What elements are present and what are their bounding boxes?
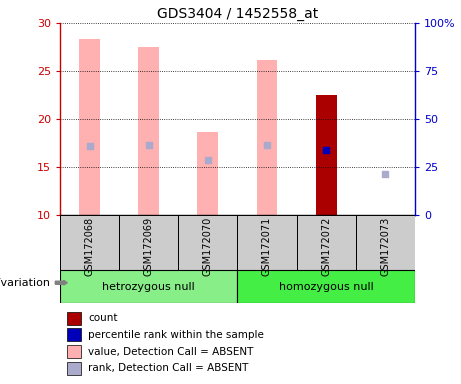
Point bbox=[86, 143, 93, 149]
Bar bbox=[356, 215, 415, 270]
Text: GSM172070: GSM172070 bbox=[203, 217, 213, 276]
Text: homozygous null: homozygous null bbox=[279, 281, 373, 291]
Title: GDS3404 / 1452558_at: GDS3404 / 1452558_at bbox=[157, 7, 318, 21]
Bar bbox=[60, 270, 237, 303]
Bar bbox=[67, 345, 81, 358]
Text: GSM172069: GSM172069 bbox=[144, 217, 154, 276]
Text: GSM172073: GSM172073 bbox=[380, 217, 390, 276]
Bar bbox=[79, 39, 100, 215]
Text: GSM172072: GSM172072 bbox=[321, 217, 331, 276]
Text: hetrozygous null: hetrozygous null bbox=[102, 281, 195, 291]
Bar bbox=[119, 215, 178, 270]
Bar bbox=[67, 311, 81, 325]
Text: value, Detection Call = ABSENT: value, Detection Call = ABSENT bbox=[89, 347, 254, 357]
Bar bbox=[257, 60, 278, 215]
Bar bbox=[67, 362, 81, 375]
Text: count: count bbox=[89, 313, 118, 323]
Bar bbox=[138, 47, 159, 215]
Text: percentile rank within the sample: percentile rank within the sample bbox=[89, 330, 264, 340]
Bar bbox=[316, 95, 337, 215]
Point bbox=[382, 170, 389, 177]
Point bbox=[204, 157, 212, 164]
Text: GSM172071: GSM172071 bbox=[262, 217, 272, 276]
Point bbox=[145, 142, 152, 148]
Bar bbox=[296, 215, 356, 270]
Bar bbox=[60, 215, 119, 270]
Text: rank, Detection Call = ABSENT: rank, Detection Call = ABSENT bbox=[89, 364, 248, 374]
Bar bbox=[67, 328, 81, 341]
Text: genotype/variation: genotype/variation bbox=[0, 278, 51, 288]
Bar bbox=[178, 215, 237, 270]
Bar bbox=[237, 215, 296, 270]
Point bbox=[263, 142, 271, 148]
Point bbox=[322, 147, 330, 153]
Bar bbox=[197, 132, 218, 215]
Text: GSM172068: GSM172068 bbox=[84, 217, 95, 276]
Bar bbox=[237, 270, 415, 303]
